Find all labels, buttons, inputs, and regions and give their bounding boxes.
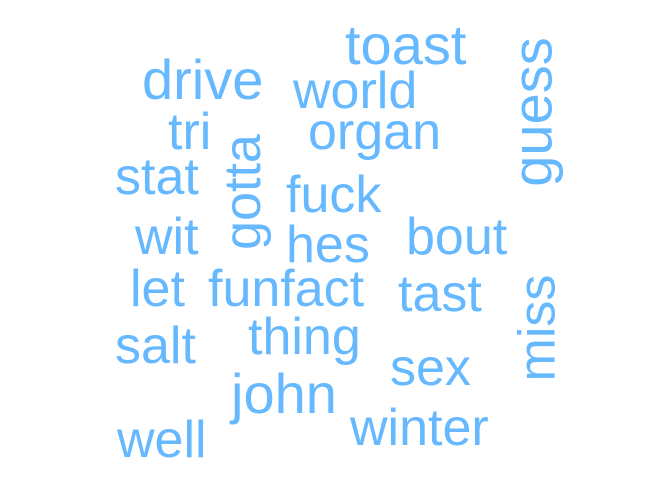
word-world: world — [293, 62, 418, 120]
word-wit: wit — [135, 208, 199, 266]
word-toast: toast — [345, 13, 467, 76]
word-salt: salt — [115, 317, 196, 375]
word-well: well — [117, 411, 207, 469]
word-drive: drive — [142, 48, 264, 111]
word-let: let — [130, 260, 185, 318]
word-guess: guess — [500, 37, 564, 187]
word-hes: hes — [286, 216, 370, 274]
word-fuck: fuck — [286, 166, 382, 224]
word-organ: organ — [308, 103, 441, 161]
word-gotta: gotta — [213, 134, 272, 250]
word-stat: stat — [115, 148, 199, 206]
word-thing: thing — [248, 308, 361, 366]
word-tast: tast — [398, 265, 482, 323]
word-john: john — [231, 362, 337, 425]
word-miss: miss — [508, 274, 567, 382]
word-sex: sex — [390, 339, 471, 397]
word-funfact: funfact — [208, 260, 365, 318]
word-tri: tri — [168, 103, 212, 161]
word-winter: winter — [350, 399, 489, 457]
word-bout: bout — [406, 208, 508, 266]
